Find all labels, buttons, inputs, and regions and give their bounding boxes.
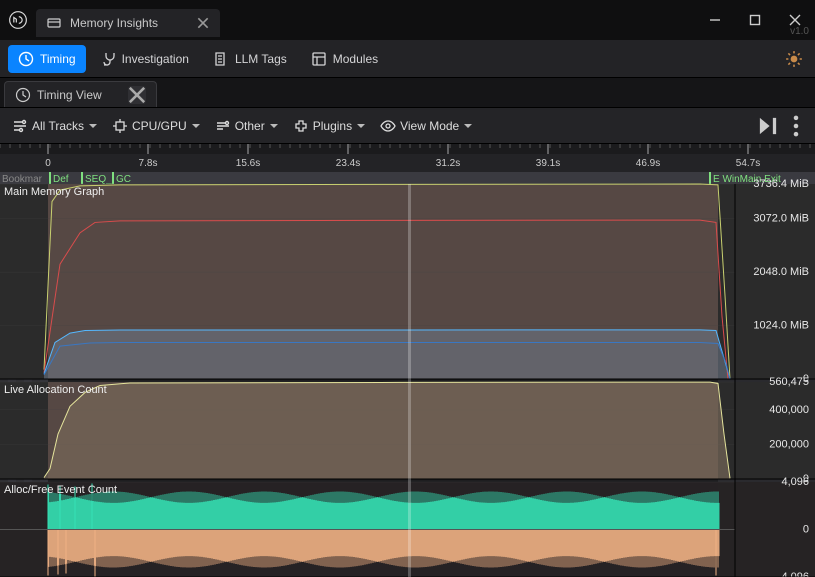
tags-icon [213,51,229,67]
toolbar-timing[interactable]: Timing [8,45,86,73]
svg-text:SEQ_: SEQ_ [85,174,112,185]
toolbar-llm-tags[interactable]: LLM Tags [203,45,297,73]
other-icon [215,118,231,134]
svg-text:Bookmar: Bookmar [2,174,43,185]
svg-text:39.1s: 39.1s [536,158,560,169]
svg-text:-4,096: -4,096 [778,571,809,577]
filter-all-tracks[interactable]: All Tracks [6,113,104,139]
clock-icon [15,87,31,103]
svg-text:1024.0 MiB: 1024.0 MiB [753,320,809,332]
svg-text:560,475: 560,475 [769,376,809,388]
svg-text:7.8s: 7.8s [139,158,158,169]
svg-text:31.2s: 31.2s [436,158,460,169]
plugins-icon [293,118,309,134]
title-bar: Memory Insights v1.0 [0,0,815,40]
toolbar-investigation[interactable]: Investigation [90,45,199,73]
filter-cpu-gpu[interactable]: CPU/GPU [106,113,207,139]
close-icon[interactable] [196,16,210,30]
sub-tab-bar: Timing View [0,78,815,108]
clock-icon [18,51,34,67]
main-toolbar: TimingInvestigationLLM TagsModules [0,40,815,78]
svg-text:400,000: 400,000 [769,404,809,416]
modules-icon [311,51,327,67]
svg-text:Alloc/Free Event Count: Alloc/Free Event Count [4,484,117,496]
filter-bar: All TracksCPU/GPUOtherPluginsView Mode [0,108,815,144]
tracks-icon [12,118,28,134]
svg-text:0: 0 [803,524,809,536]
scope-icon [100,51,116,67]
timing-chart[interactable]: 0 7.8s 15.6s 23.4s 31.2s 39.1s 46.9s 54.7s Bookm… [0,144,815,577]
svg-text:Live Allocation Count: Live Allocation Count [4,384,107,396]
version-label: v1.0 [790,26,809,37]
svg-text:23.4s: 23.4s [336,158,360,169]
svg-text:4,096: 4,096 [781,476,809,488]
title-tab-label: Memory Insights [70,16,158,30]
svg-text:54.7s: 54.7s [736,158,760,169]
more-menu-button[interactable] [783,113,809,139]
cpu-icon [112,118,128,134]
close-icon[interactable] [128,86,146,104]
title-tab-icon [46,15,62,31]
svg-text:200,000: 200,000 [769,438,809,450]
svg-text:GC: GC [116,174,131,185]
view-icon [380,118,396,134]
maximize-button[interactable] [735,0,775,40]
filter-view-mode[interactable]: View Mode [374,113,479,139]
minimize-button[interactable] [695,0,735,40]
filter-plugins[interactable]: Plugins [287,113,372,139]
ue-logo-icon [0,0,36,40]
filter-other[interactable]: Other [209,113,285,139]
tab-timing-view[interactable]: Timing View [4,81,157,107]
svg-text:Main Memory Graph: Main Memory Graph [4,186,104,198]
svg-text:46.9s: 46.9s [636,158,660,169]
svg-text:3736.4 MiB: 3736.4 MiB [753,178,809,190]
svg-text:Def: Def [53,174,69,185]
sub-tab-label: Timing View [37,88,102,102]
svg-text:3072.0 MiB: 3072.0 MiB [753,213,809,225]
jump-end-button[interactable] [755,113,781,139]
svg-text:0: 0 [45,158,51,169]
svg-text:15.6s: 15.6s [236,158,260,169]
svg-text:2048.0 MiB: 2048.0 MiB [753,266,809,278]
toolbar-modules[interactable]: Modules [301,45,388,73]
theme-toggle-icon[interactable] [781,46,807,72]
title-tab[interactable]: Memory Insights [36,9,220,37]
